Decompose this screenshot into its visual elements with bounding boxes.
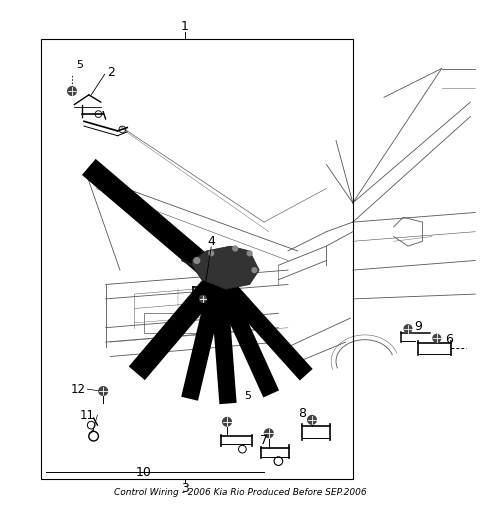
Circle shape — [252, 268, 257, 272]
Polygon shape — [181, 275, 227, 401]
Text: 8: 8 — [299, 406, 306, 419]
Circle shape — [223, 417, 231, 426]
Text: 7: 7 — [260, 434, 268, 447]
Circle shape — [433, 334, 441, 342]
Text: 2: 2 — [108, 66, 115, 79]
Text: 10: 10 — [136, 466, 152, 479]
Bar — [144, 313, 216, 332]
Circle shape — [404, 325, 412, 332]
Polygon shape — [211, 274, 279, 398]
Polygon shape — [129, 270, 227, 380]
Circle shape — [209, 251, 214, 256]
Text: 3: 3 — [181, 482, 189, 495]
Text: 5: 5 — [244, 391, 251, 401]
Text: Control Wiring - 2006 Kia Rio Produced Before SEP.2006: Control Wiring - 2006 Kia Rio Produced B… — [114, 488, 366, 497]
Text: 11: 11 — [80, 408, 95, 421]
Text: 6: 6 — [445, 333, 453, 346]
Text: 5: 5 — [76, 60, 83, 70]
Bar — [41, 39, 353, 479]
Polygon shape — [192, 246, 259, 289]
Text: 4: 4 — [207, 235, 215, 248]
Polygon shape — [212, 271, 312, 380]
Text: 1: 1 — [181, 20, 189, 33]
Circle shape — [99, 387, 108, 395]
Circle shape — [68, 86, 76, 95]
Circle shape — [194, 257, 200, 264]
Circle shape — [247, 251, 252, 256]
Text: 12: 12 — [71, 382, 85, 395]
Circle shape — [264, 429, 273, 438]
Text: 9: 9 — [415, 320, 422, 333]
Polygon shape — [210, 277, 237, 404]
Polygon shape — [82, 159, 225, 286]
Circle shape — [200, 295, 206, 302]
Circle shape — [308, 416, 316, 424]
Circle shape — [233, 246, 238, 251]
